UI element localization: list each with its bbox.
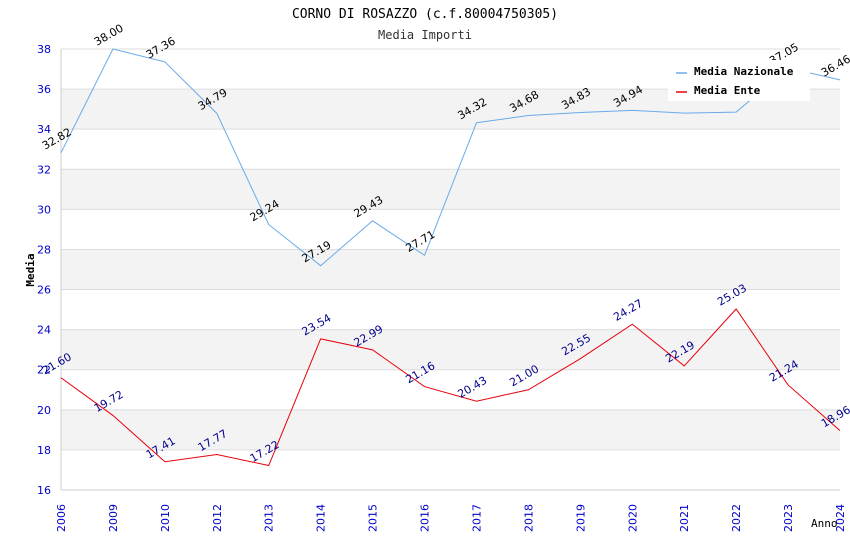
x-tick-label: 2009: [107, 504, 120, 532]
legend-label-nazionale: Media Nazionale: [694, 65, 794, 78]
x-tick-label: 2006: [55, 504, 68, 532]
x-tick-label: 2017: [470, 504, 483, 532]
y-tick-label: 34: [37, 123, 51, 136]
y-tick-label: 16: [37, 484, 51, 497]
x-tick-label: 2019: [574, 504, 587, 532]
legend: Media Nazionale Media Ente: [668, 60, 810, 101]
grid-band: [61, 209, 840, 250]
grid-band: [61, 329, 840, 370]
x-tick-label: 2010: [159, 504, 172, 532]
grid-band: [61, 369, 840, 410]
x-tick-label: 2015: [367, 504, 380, 532]
legend-label-ente: Media Ente: [694, 84, 761, 97]
y-tick-label: 38: [37, 43, 51, 56]
x-tick-labels: 2006 2009 2010 2012 2013 2014 2015 2016 2017 2018…: [55, 504, 847, 532]
y-tick-label: 30: [37, 203, 51, 216]
y-tick-labels: 16 18 20 22 24 26 28 30 32 34 36 38: [37, 43, 51, 497]
y-tick-label: 26: [37, 284, 51, 297]
grid-band: [61, 249, 840, 290]
x-tick-label: 2012: [211, 504, 224, 532]
x-tick-label: 2023: [782, 504, 795, 532]
y-tick-label: 22: [37, 364, 51, 377]
series-line-media-ente: [60, 308, 841, 467]
y-tick-label: 28: [37, 243, 51, 256]
grid-band: [61, 289, 840, 330]
chart-subtitle: Media Importi: [378, 28, 472, 42]
series-line-media-nazionale: [60, 48, 841, 267]
grid-bands: [61, 49, 840, 490]
y-tick-label: 32: [37, 163, 51, 176]
x-tick-label: 2018: [522, 504, 535, 532]
x-tick-label: 2016: [419, 504, 432, 532]
x-tick-label: 2022: [730, 504, 743, 532]
y-tick-label: 18: [37, 444, 51, 457]
grid-band: [61, 449, 840, 490]
x-tick-label: 2024: [834, 504, 847, 532]
y-tick-label: 20: [37, 404, 51, 417]
grid-band: [61, 409, 840, 450]
y-axis-label: Media: [24, 253, 37, 286]
legend-box: [668, 60, 810, 101]
y-tick-label: 36: [37, 83, 51, 96]
data-label: 38.00: [92, 22, 126, 49]
x-tick-label: 2020: [626, 504, 639, 532]
y-tick-label: 24: [37, 324, 51, 337]
x-axis-label: Anno: [811, 517, 838, 530]
chart-title: CORNO DI ROSAZZO (c.f.80004750305): [292, 7, 558, 22]
x-tick-label: 2021: [678, 504, 691, 532]
x-tick-label: 2013: [263, 504, 276, 532]
grid-band: [61, 129, 840, 170]
x-tick-label: 2014: [315, 504, 328, 532]
series-lines: [60, 48, 841, 467]
